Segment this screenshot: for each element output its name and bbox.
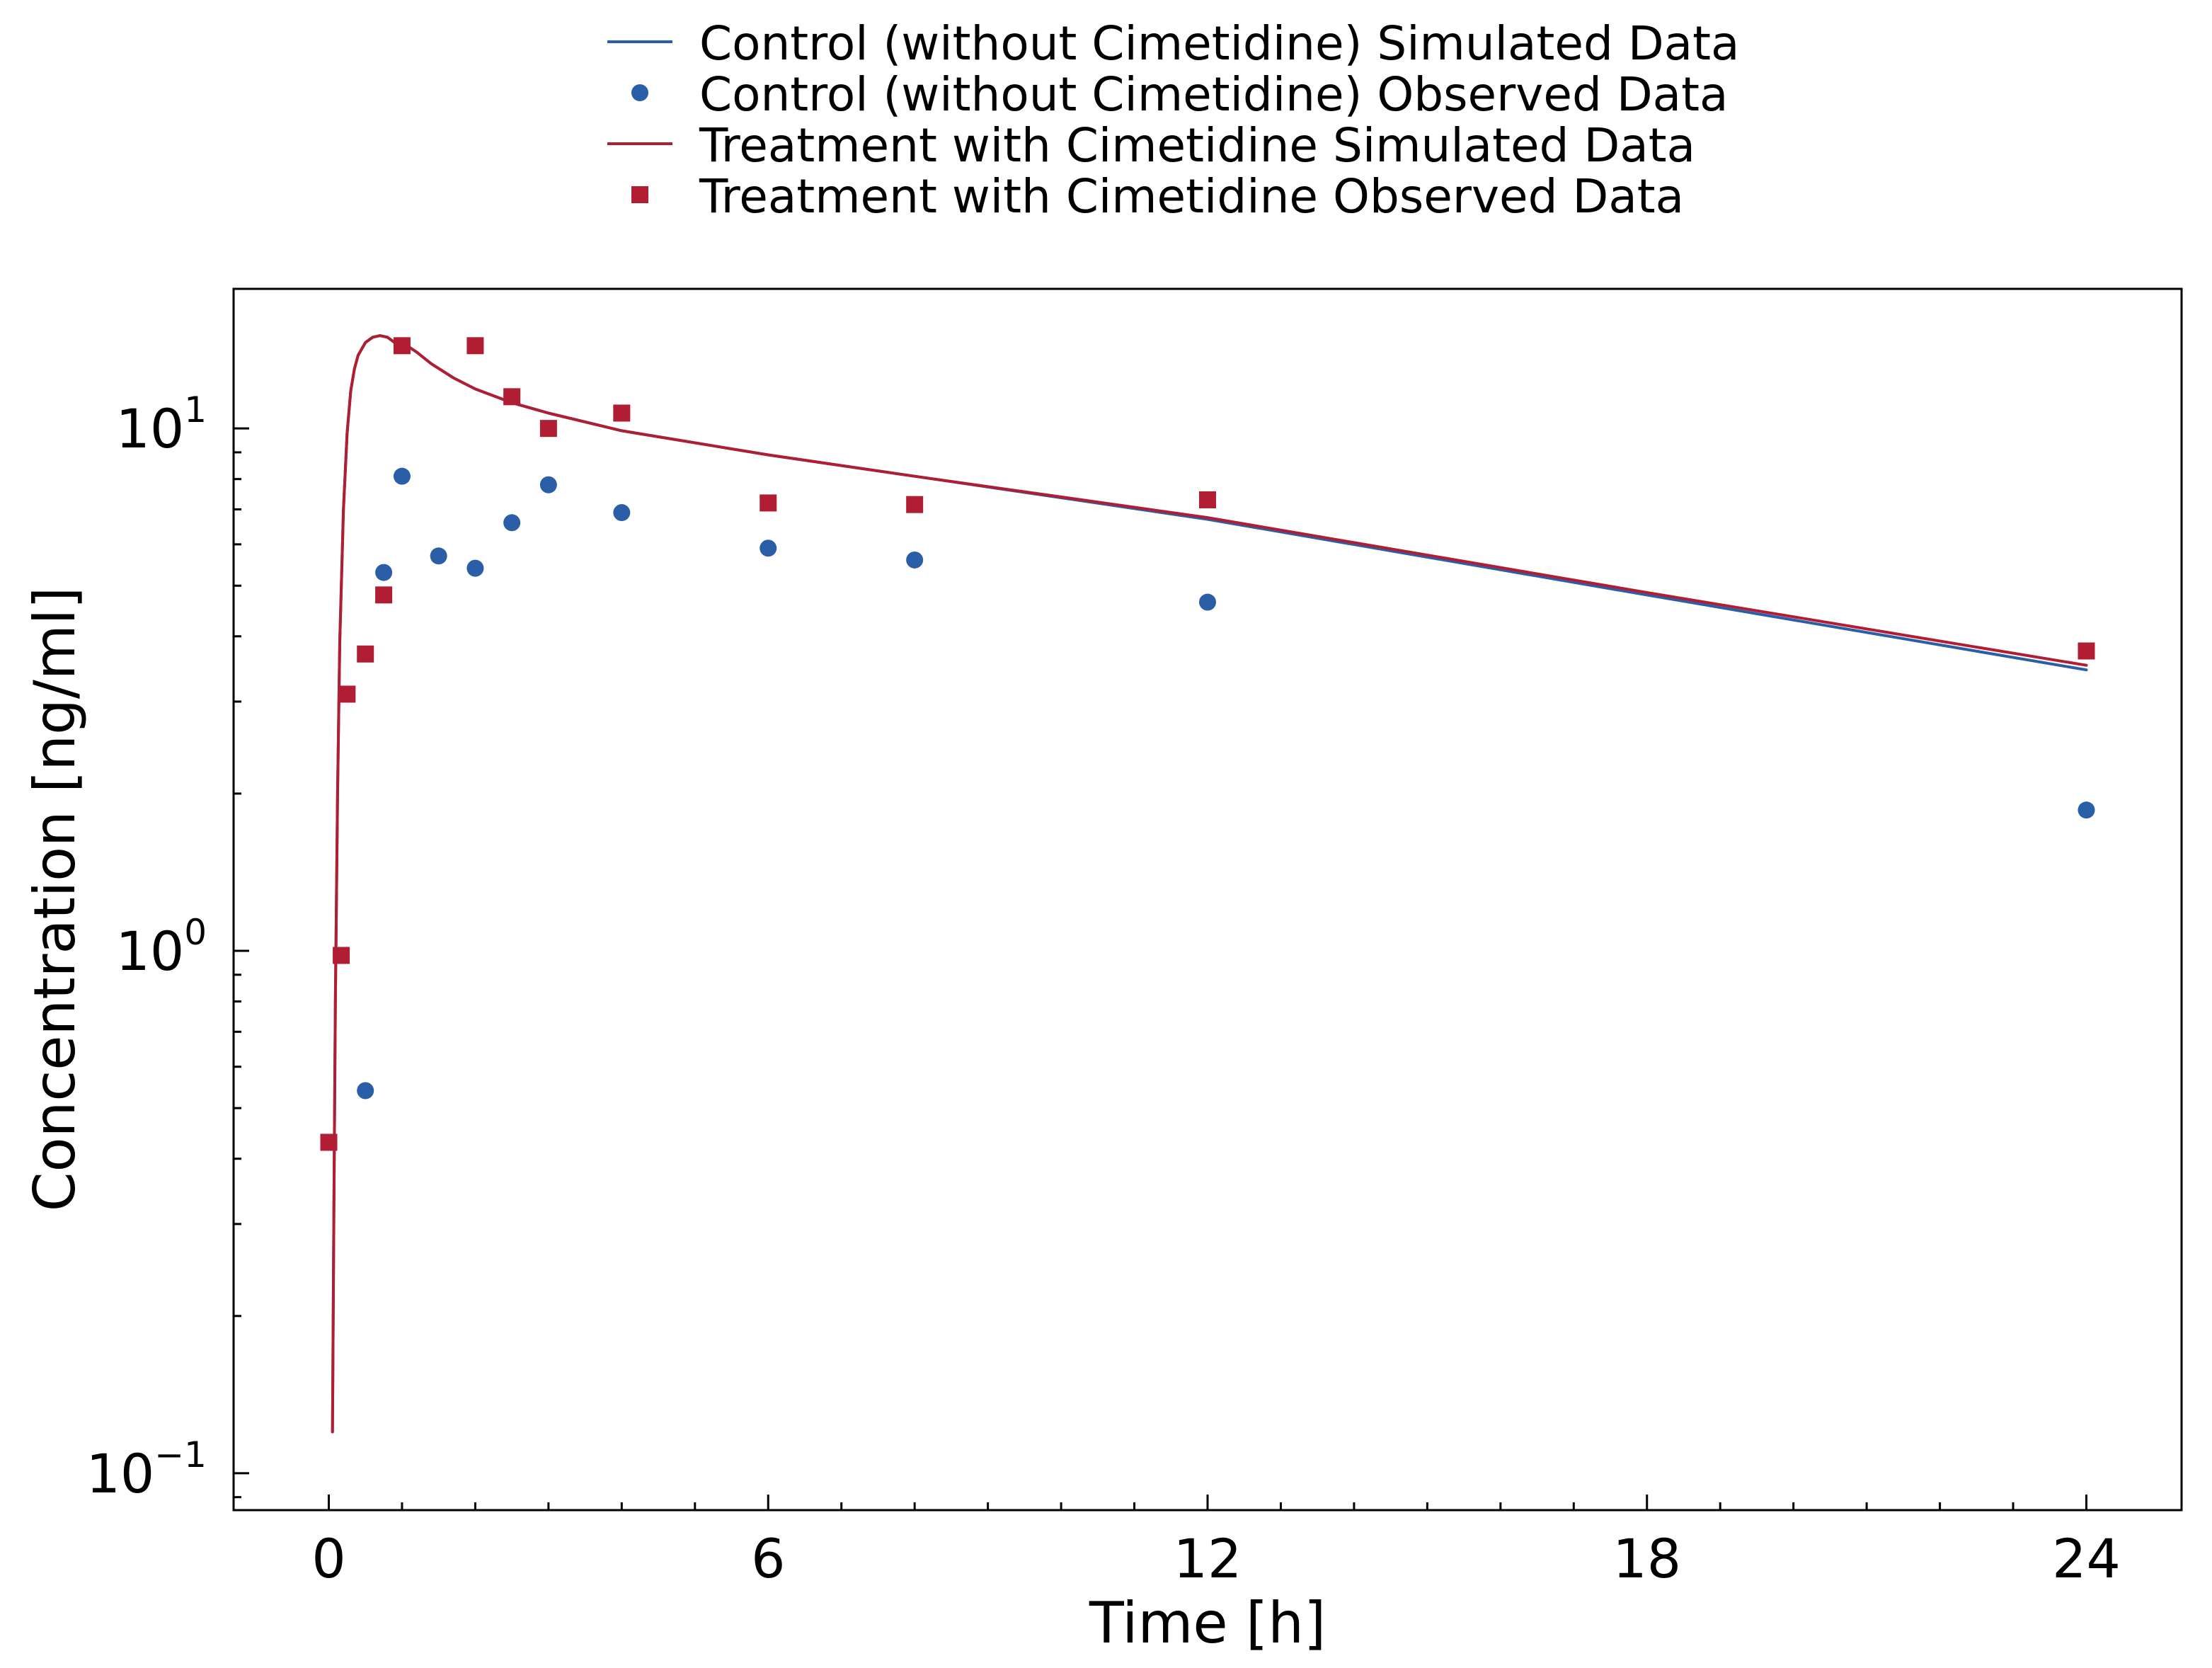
data-point-square bbox=[393, 337, 411, 355]
data-point-circle bbox=[906, 551, 924, 569]
data-point-circle bbox=[2078, 801, 2095, 819]
legend-entry-label: Control (without Cimetidine) Simulated D… bbox=[699, 16, 1739, 71]
data-point-square bbox=[906, 496, 924, 513]
legend: Control (without Cimetidine) Simulated D… bbox=[607, 16, 1739, 224]
series-layer bbox=[320, 334, 2095, 1434]
data-point-circle bbox=[466, 559, 484, 577]
y-tick-label-base: 10 bbox=[115, 920, 184, 983]
data-point-circle bbox=[1199, 593, 1216, 611]
data-point-square bbox=[613, 404, 631, 422]
legend-circle-swatch bbox=[631, 84, 648, 101]
data-point-circle bbox=[375, 564, 393, 581]
data-point-square bbox=[760, 494, 777, 512]
x-axis: 0 6 12 18 24 bbox=[311, 1495, 2121, 1590]
x-tick-label: 6 bbox=[751, 1527, 785, 1590]
y-tick-label: 101 bbox=[115, 389, 207, 460]
y-axis-label: Concentration [ng/ml] bbox=[22, 587, 88, 1211]
y-tick-label-exponent: 1 bbox=[184, 389, 207, 430]
data-point-circle bbox=[503, 514, 521, 532]
x-tick-label: 24 bbox=[2052, 1527, 2121, 1590]
data-point-square bbox=[357, 645, 374, 663]
data-point-square bbox=[338, 685, 356, 703]
data-point-square bbox=[466, 337, 484, 355]
legend-entry-label: Treatment with Cimetidine Observed Data bbox=[699, 169, 1684, 224]
x-tick-label: 18 bbox=[1612, 1527, 1681, 1590]
y-tick-label-exponent: 0 bbox=[184, 912, 207, 953]
legend-entry-label: Treatment with Cimetidine Simulated Data bbox=[699, 118, 1695, 173]
y-tick-label-base: 10 bbox=[115, 397, 184, 460]
data-point-circle bbox=[393, 467, 411, 485]
y-tick-label: 100 bbox=[115, 912, 207, 983]
data-point-square bbox=[333, 947, 350, 964]
y-tick-label-base: 10 bbox=[86, 1442, 155, 1505]
x-tick-label: 0 bbox=[311, 1527, 345, 1590]
data-point-square bbox=[2078, 642, 2095, 660]
x-tick-label: 12 bbox=[1174, 1527, 1242, 1590]
data-point-square bbox=[539, 420, 557, 438]
y-tick-label-exponent: −1 bbox=[154, 1434, 207, 1475]
data-point-square bbox=[375, 586, 393, 604]
data-point-circle bbox=[430, 547, 447, 565]
data-point-circle bbox=[357, 1082, 374, 1099]
x-axis-label: Time [h] bbox=[1089, 1590, 1326, 1656]
y-tick-label: 10−1 bbox=[86, 1434, 207, 1505]
legend-square-swatch bbox=[631, 186, 648, 203]
data-point-circle bbox=[760, 539, 777, 557]
data-point-circle bbox=[613, 504, 631, 522]
legend-entry-label: Control (without Cimetidine) Observed Da… bbox=[699, 67, 1728, 122]
data-point-square bbox=[503, 388, 521, 406]
data-point-square bbox=[1199, 491, 1216, 508]
data-point-square bbox=[320, 1133, 338, 1151]
data-point-circle bbox=[539, 476, 557, 493]
